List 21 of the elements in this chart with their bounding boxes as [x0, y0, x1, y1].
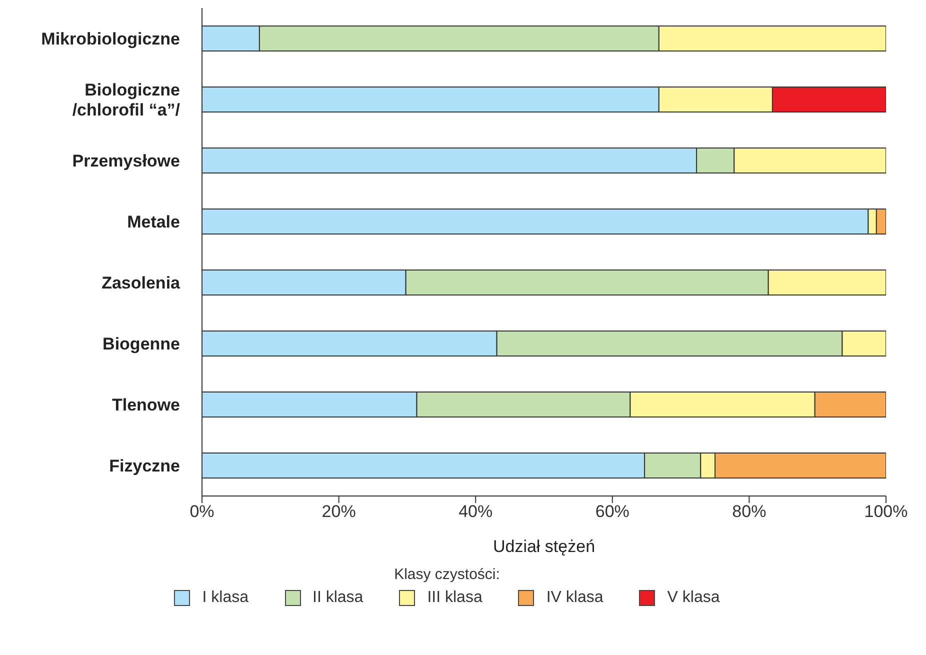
legend-label: IV klasa: [545, 589, 604, 607]
y-tick-label: Zasolenia: [102, 273, 181, 292]
legend-label: I klasa: [201, 589, 249, 607]
x-tick-label: 100%: [864, 502, 908, 522]
x-tick-label: 40%: [458, 502, 493, 522]
y-tick-label: Fizyczne: [109, 456, 180, 475]
y-tick-label: Biogenne: [102, 334, 180, 353]
legend-label: III klasa: [426, 589, 482, 607]
x-tick-label: 20%: [322, 502, 356, 522]
legend-label: V klasa: [666, 589, 720, 607]
legend-label: II klasa: [312, 589, 364, 607]
x-tick-label: 60%: [595, 502, 630, 522]
y-tick-label: Metale: [127, 212, 180, 231]
y-tick-label: Przemysłowe: [72, 151, 180, 170]
y-tick-label: Tlenowe: [112, 395, 180, 414]
x-tick-label: 80%: [732, 502, 766, 522]
y-tick-label: Mikrobiologiczne: [41, 29, 180, 48]
x-axis-title: Udział stężeń: [492, 537, 596, 556]
x-tick-label: 0%: [190, 502, 214, 522]
legend-title: Klasy czystości:: [393, 566, 501, 583]
y-tick-label: Biologiczne /chlorofil “a”/: [72, 80, 180, 119]
